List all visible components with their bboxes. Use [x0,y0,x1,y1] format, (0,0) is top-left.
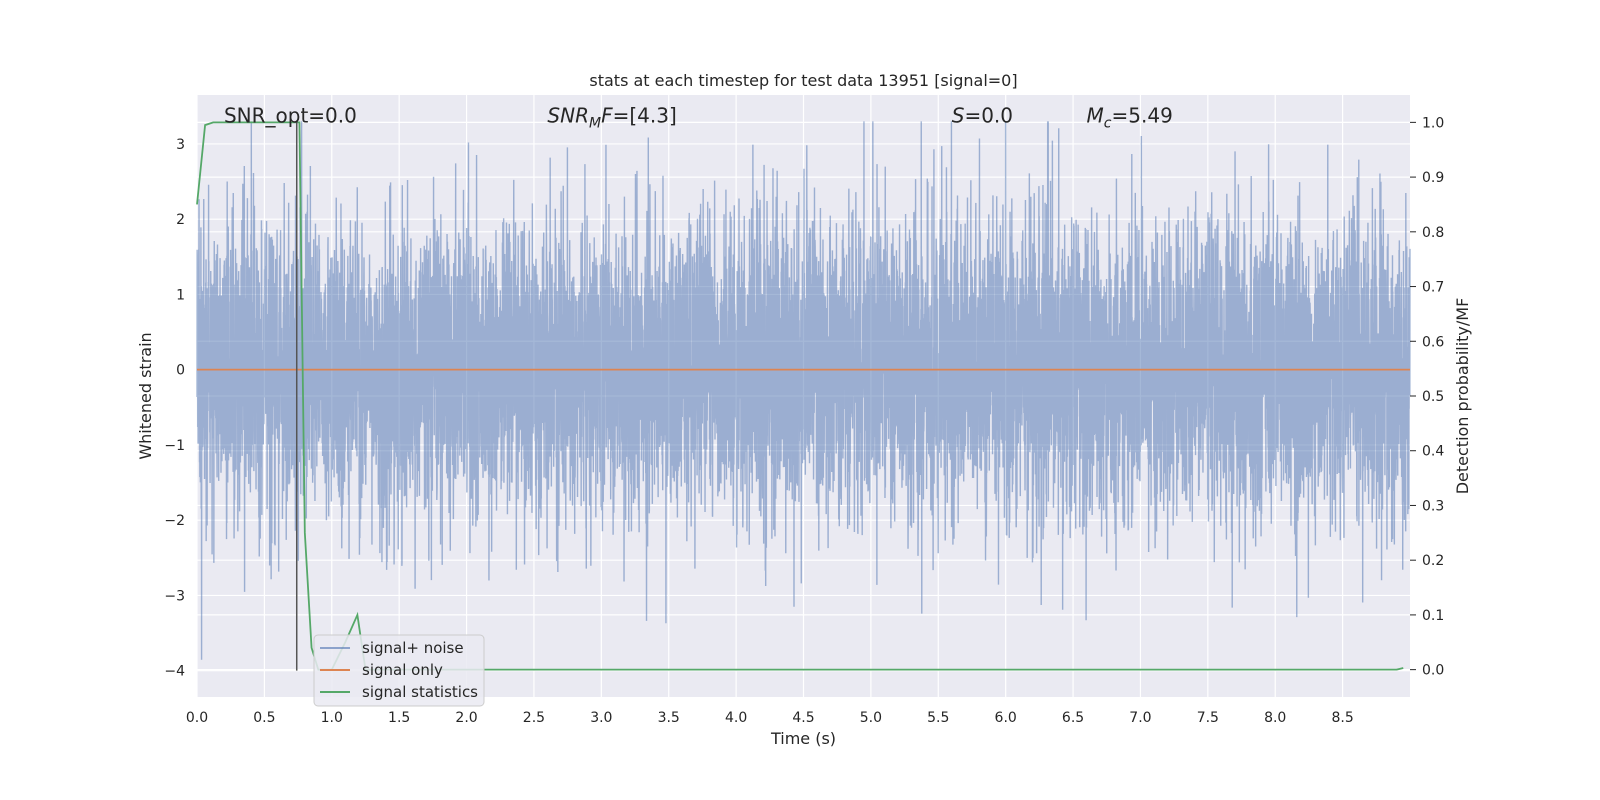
legend-box [313,634,485,707]
annotations: SNR_opt=0.0 SNRMF=[4.3] S=0.0 Mc=5.49 [224,103,1173,131]
annotation-s-value: S=0.0 [952,103,1013,127]
y-right-tick-label: 0.4 [1422,444,1444,460]
x-tick-label: 8.0 [1264,710,1286,726]
y-axis-label: Whitened strain [136,332,155,459]
y-tick-label: 2 [176,212,185,228]
x-tick-label: 1.0 [321,710,343,726]
y-axis-ticks: −4 −3 −2 −1 0 1 2 3 [164,137,185,680]
x-tick-label: 7.0 [1129,710,1151,726]
y-right-tick-label: 1.0 [1422,115,1444,131]
y-right-tick-label: 0.8 [1422,225,1444,241]
x-axis-label: Time (s) [770,729,836,748]
legend-entry-label: signal+ noise [362,639,464,657]
y-right-tick-label: 0.5 [1422,389,1444,405]
series-line-signal-noise [196,121,1411,660]
y-tick-label: −2 [164,513,185,529]
x-tick-label: 1.5 [388,710,410,726]
y-right-tick-label: 0.3 [1422,498,1444,514]
annotation-mc-value: Mc=5.49 [1087,103,1173,131]
legend: signal+ noise signal only signal statistic… [313,634,485,707]
y-right-tick-label: 0.6 [1422,334,1444,350]
series-signal-noise [196,121,1411,660]
x-tick-label: 6.5 [1062,710,1084,726]
x-axis-ticks: 0.0 0.5 1.0 1.5 2.0 2.5 3.0 3.5 4.0 4.5 5.0 5.5 6.0 6… [186,710,1354,726]
y-right-tick-label: 0.1 [1422,608,1444,624]
y-axis-right-label: Detection probability/MF [1453,298,1472,495]
x-tick-label: 3.5 [658,710,680,726]
x-tick-label: 7.5 [1197,710,1219,726]
x-tick-label: 0.5 [253,710,275,726]
annotation-snr-opt: SNR_opt=0.0 [224,103,357,127]
x-tick-label: 3.0 [590,710,612,726]
x-tick-label: 5.5 [927,710,949,726]
y-right-tick-label: 0.7 [1422,280,1444,296]
y-right-tick-label: 0.9 [1422,170,1444,186]
annotation-snr-mf: SNRMF=[4.3] [547,103,676,131]
y-tick-label: −1 [164,438,185,454]
chart-title: stats at each timestep for test data 139… [589,71,1017,90]
y-tick-label: −3 [164,588,185,604]
legend-entry-label: signal statistics [362,683,478,701]
x-tick-label: 8.5 [1331,710,1353,726]
x-tick-label: 2.5 [523,710,545,726]
y-tick-label: 0 [176,363,185,379]
y-right-tick-label: 0.2 [1422,553,1444,569]
legend-entry-label: signal only [362,661,443,679]
x-tick-label: 6.0 [995,710,1017,726]
y-tick-label: −4 [164,664,185,680]
x-tick-label: 5.0 [860,710,882,726]
x-tick-label: 4.0 [725,710,747,726]
y-tick-label: 3 [176,137,185,153]
y-right-tick-label: 0.0 [1422,663,1444,679]
y-axis-right-ticks: 0.0 0.1 0.2 0.3 0.4 0.5 0.6 0.7 0.8 0.9 1.0 [1410,115,1444,679]
x-tick-label: 4.5 [792,710,814,726]
x-tick-label: 2.0 [455,710,477,726]
x-tick-label: 0.0 [186,710,208,726]
y-tick-label: 1 [176,287,185,303]
